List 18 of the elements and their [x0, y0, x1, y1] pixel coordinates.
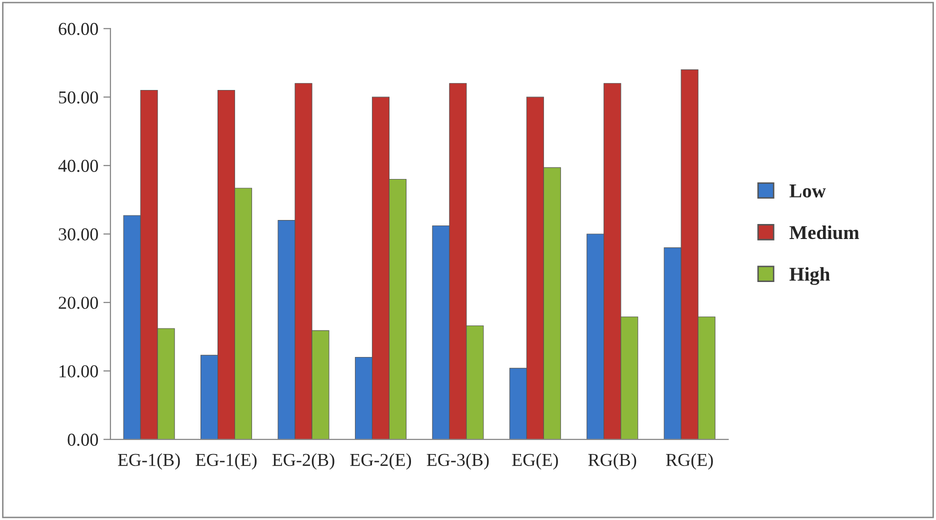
x-tick-label: EG-1(E): [196, 453, 257, 470]
x-tick-label: EG(E): [512, 453, 558, 470]
y-tick-label: 30.00: [58, 228, 98, 241]
x-tick-label: EG-1(B): [118, 453, 180, 470]
y-tick-label: 40.00: [58, 160, 98, 172]
x-tick-label: EG-3(B): [426, 453, 489, 470]
x-tick-label: EG-2(E): [350, 453, 412, 470]
legend-label: High: [790, 267, 830, 285]
y-tick-label: 10.00: [60, 365, 98, 378]
y-tick-label: 0.00: [68, 434, 98, 446]
legend-label: Low: [790, 184, 826, 198]
y-tick-label: 20.00: [58, 296, 98, 309]
y-tick-label: 50.00: [59, 91, 98, 104]
x-tick-label: EG-2(B): [272, 453, 334, 470]
y-tick-label: 60.00: [58, 22, 98, 36]
legend-label: Medium: [790, 225, 860, 240]
x-tick-label: RG(E): [666, 453, 713, 470]
x-tick-label: RG(B): [588, 453, 636, 470]
